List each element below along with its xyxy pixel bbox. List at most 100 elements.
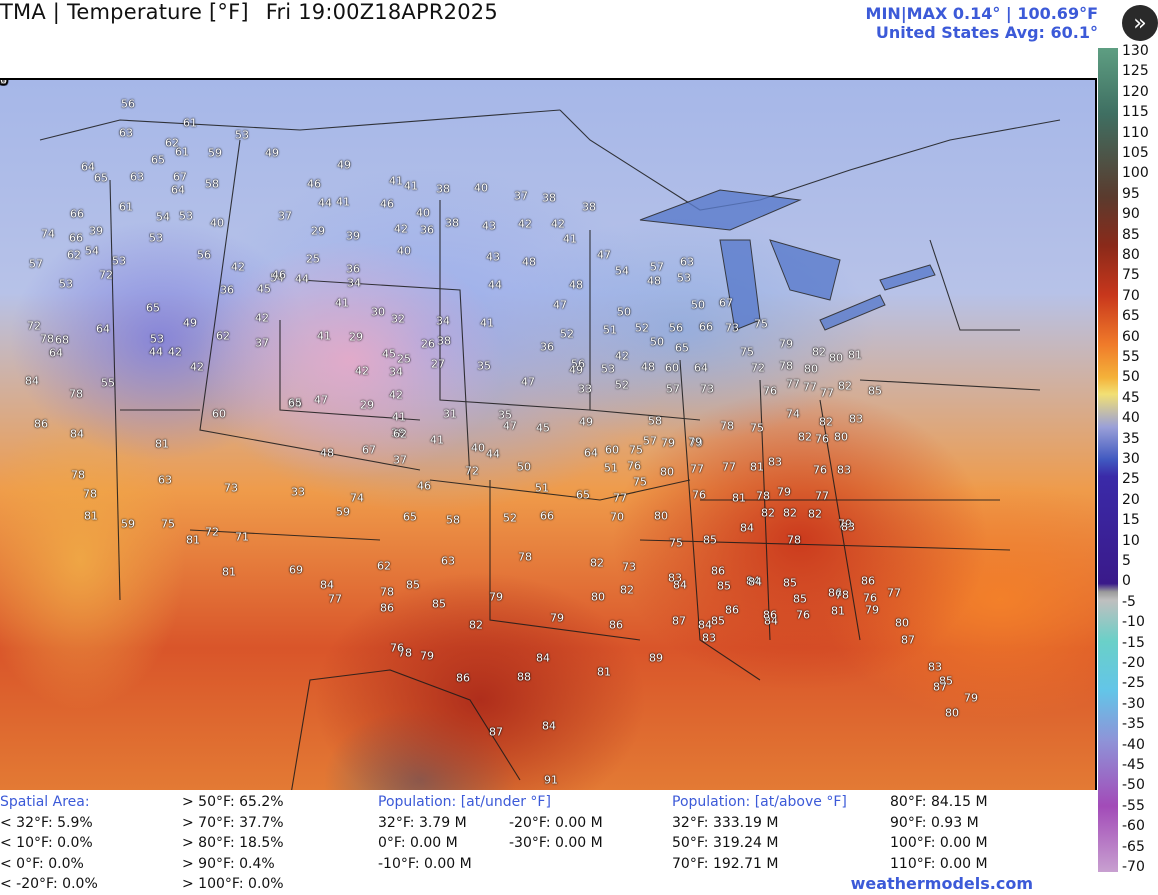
station-temperature-value: 82	[798, 430, 812, 444]
station-temperature-value: 34	[347, 276, 361, 290]
station-temperature-value: 79	[489, 590, 503, 604]
population-line: -10°F: 0.00 M	[378, 855, 472, 872]
station-temperature-value: 49	[337, 158, 351, 172]
temperature-map[interactable]: 56 63 61 62 61 59 53 64 65 67 65 63 64 58 49 49 66 61 54 53…	[0, 78, 1097, 790]
station-temperature-value: 34	[436, 314, 450, 328]
station-temperature-value: 81	[222, 565, 236, 579]
station-temperature-value: 78	[518, 550, 532, 564]
color-scale-tick: -50	[1122, 777, 1145, 794]
lake-erie	[819, 294, 886, 331]
station-temperature-value: 78	[40, 332, 54, 346]
color-scale-tick: -25	[1122, 675, 1145, 692]
station-temperature-value: 68	[0, 78, 7, 87]
station-temperature-value: 79	[779, 337, 793, 351]
color-scale-tick: 85	[1122, 226, 1140, 243]
site-credit-link[interactable]: weathermodels.com	[850, 874, 1033, 893]
station-temperature-value: 87	[489, 725, 503, 739]
station-temperature-value: 38	[391, 426, 405, 440]
station-temperature-value: 59	[121, 517, 135, 531]
station-temperature-value: 84	[748, 575, 762, 589]
color-scale-tick: -65	[1122, 838, 1145, 855]
station-temperature-value: 83	[768, 455, 782, 469]
station-temperature-value: 57	[666, 382, 680, 396]
station-temperature-value: 69	[0, 78, 7, 87]
station-temperature-value: 76	[813, 463, 827, 477]
station-temperature-value: 53	[149, 231, 163, 245]
station-temperature-value: 77	[690, 462, 704, 476]
station-temperature-value: 83	[702, 631, 716, 645]
station-temperature-value: 83	[668, 571, 682, 585]
station-temperature-value: 61	[175, 145, 189, 159]
station-temperature-value: 84	[25, 374, 39, 388]
station-temperature-value: 82	[469, 618, 483, 632]
station-temperature-value: 52	[635, 321, 649, 335]
state-line-2	[199, 139, 421, 471]
station-temperature-value: 41	[480, 316, 494, 330]
population-above-column: Population: [at/above °F] 32°F: 333.19 M…	[672, 792, 847, 874]
station-temperature-value: 34	[389, 365, 403, 379]
lake-huron	[769, 239, 841, 301]
station-temperature-value: 38	[436, 182, 450, 196]
station-temperature-value: 47	[314, 393, 328, 407]
station-temperature-value: 77	[815, 489, 829, 503]
spatial-area-column-2: > 50°F: 65.2% > 70°F: 37.7% > 80°F: 18.5…	[182, 792, 284, 895]
station-temperature-value: 41	[430, 433, 444, 447]
station-temperature-value: 74	[0, 78, 7, 87]
station-temperature-value: 85	[783, 576, 797, 590]
station-temperature-value: 85	[939, 674, 953, 688]
station-temperature-value: 75	[750, 421, 764, 435]
station-temperature-value: 76	[796, 608, 810, 622]
station-temperature-value: 77	[722, 460, 736, 474]
state-line-16	[859, 379, 1041, 391]
station-temperature-value: 26	[421, 337, 435, 351]
station-temperature-value: 77	[820, 386, 834, 400]
station-temperature-value: 47	[597, 248, 611, 262]
station-temperature-value: 74	[0, 78, 7, 87]
station-temperature-value: 61	[119, 200, 133, 214]
station-temperature-value: 72	[99, 268, 113, 282]
state-line-4	[439, 200, 591, 411]
station-temperature-value: 62	[67, 248, 81, 262]
station-temperature-value: 56	[669, 321, 683, 335]
station-temperature-value: 76	[390, 641, 404, 655]
station-temperature-value: 42	[168, 345, 182, 359]
station-temperature-value: 88	[517, 670, 531, 684]
station-temperature-value: 36	[420, 223, 434, 237]
station-temperature-value: 50	[0, 78, 7, 87]
canada-border-east	[559, 109, 1061, 211]
station-temperature-value: 72	[751, 361, 765, 375]
chevron-double-right-icon: »	[1133, 10, 1147, 36]
station-temperature-value: 59	[208, 146, 222, 160]
station-temperature-value: 53	[59, 277, 73, 291]
color-scale-tick: 5	[1122, 553, 1131, 569]
station-temperature-value: 78	[835, 588, 849, 602]
spatial-line: > 100°F: 0.0%	[182, 876, 284, 892]
station-temperature-value: 45	[536, 421, 550, 435]
color-scale-tick: 25	[1122, 471, 1140, 488]
station-temperature-value: 41	[317, 329, 331, 343]
station-temperature-value: 78	[398, 646, 412, 660]
station-temperature-value: 25	[306, 252, 320, 266]
station-temperature-value: 82	[819, 415, 833, 429]
population-line: 0°F: 0.00 M	[378, 835, 458, 851]
station-temperature-value: 78	[787, 533, 801, 547]
station-temperature-value: 78	[0, 78, 7, 87]
station-temperature-value: 81	[750, 460, 764, 474]
station-temperature-value: 65	[146, 301, 160, 315]
expand-panel-button[interactable]: »	[1122, 5, 1158, 41]
station-temperature-value: 79	[0, 78, 7, 87]
station-temperature-value: 80	[829, 351, 843, 365]
station-temperature-value: 61	[0, 78, 7, 87]
station-temperature-value: 77	[803, 380, 817, 394]
station-temperature-value: 63	[680, 255, 694, 269]
station-temperature-value: 84	[536, 651, 550, 665]
station-temperature-value: 67	[0, 78, 7, 87]
state-line-6	[429, 479, 691, 501]
color-scale-tick: 125	[1122, 63, 1149, 80]
station-temperature-value: 53	[112, 254, 126, 268]
station-temperature-value: 44	[295, 272, 309, 286]
station-temperature-value: 39	[89, 224, 103, 238]
station-temperature-value: 63	[441, 554, 455, 568]
station-temperature-value: 38	[445, 216, 459, 230]
spatial-area-column: Spatial Area: < 32°F: 5.9% < 10°F: 0.0% …	[0, 792, 98, 895]
